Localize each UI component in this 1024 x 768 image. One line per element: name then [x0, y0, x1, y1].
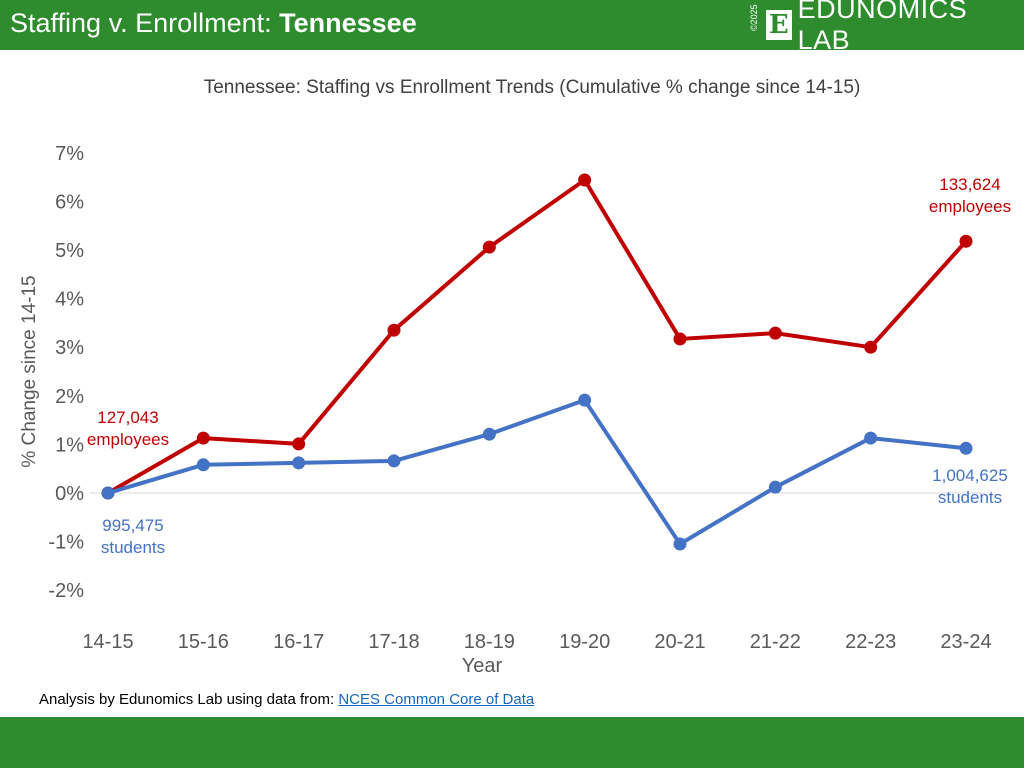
- x-tick-label: 20-21: [654, 631, 705, 653]
- y-tick-label: -1%: [48, 532, 84, 554]
- y-tick-label: 4%: [55, 289, 84, 311]
- logo-text: EDUNOMICS LAB: [797, 0, 968, 55]
- y-tick-label: 0%: [55, 483, 84, 505]
- title-prefix: Staffing v. Enrollment:: [10, 8, 280, 38]
- page-title: Staffing v. Enrollment: Tennessee: [10, 8, 417, 39]
- x-tick-label: 19-20: [559, 631, 610, 653]
- x-tick-label: 23-24: [940, 631, 991, 653]
- header-bar: Staffing v. Enrollment: Tennessee ©2025 …: [0, 0, 1024, 55]
- staff-end-label: 133,624: [939, 175, 1000, 194]
- title-state: Tennessee: [279, 8, 417, 38]
- staff-data-point: [959, 234, 973, 248]
- students-data-point: [673, 537, 687, 551]
- x-tick-label: 17-18: [368, 631, 419, 653]
- staff-data-point: [768, 326, 782, 340]
- x-tick-label: 16-17: [273, 631, 324, 653]
- students-data-point: [482, 427, 496, 441]
- staff-data-point: [482, 240, 496, 254]
- y-tick-label: 3%: [55, 337, 84, 359]
- staff-data-point: [864, 340, 878, 354]
- staff-start-label: 127,043: [97, 408, 158, 427]
- students-data-point: [864, 431, 878, 445]
- y-tick-label: 7%: [55, 143, 84, 165]
- students-data-point: [292, 456, 306, 470]
- staff-data-point: [387, 323, 401, 337]
- staff-data-point: [196, 431, 210, 445]
- staff-data-point: [292, 437, 306, 451]
- chart-title: Tennessee: Staffing vs Enrollment Trends…: [204, 77, 861, 98]
- logo-mark: E: [766, 10, 792, 40]
- staff-end-label: employees: [929, 197, 1011, 216]
- y-tick-label: 5%: [55, 240, 84, 262]
- logo-copyright: ©2025: [749, 4, 759, 31]
- x-tick-label: 18-19: [464, 631, 515, 653]
- students-data-point: [196, 458, 210, 472]
- students-end-label: 1,004,625: [932, 466, 1008, 485]
- students-data-point: [959, 441, 973, 455]
- students-data-point: [101, 486, 115, 500]
- edunomics-logo: ©2025 E EDUNOMICS LAB: [748, 0, 1024, 55]
- students-start-label: 995,475: [102, 516, 163, 535]
- y-tick-label: -2%: [48, 580, 84, 602]
- students-start-label: students: [101, 538, 165, 557]
- source-link[interactable]: NCES Common Core of Data: [338, 691, 535, 708]
- students-data-point: [768, 480, 782, 494]
- staff-data-point: [673, 332, 687, 346]
- x-tick-label: 21-22: [750, 631, 801, 653]
- students-end-label: students: [938, 488, 1002, 507]
- y-tick-label: 1%: [55, 434, 84, 456]
- y-tick-label: 2%: [55, 386, 84, 408]
- staff-series-line: [107, 178, 968, 495]
- source-note: Analysis by Edunomics Lab using data fro…: [39, 691, 534, 708]
- students-data-point: [578, 393, 592, 407]
- x-tick-label: 15-16: [178, 631, 229, 653]
- x-tick-label: 22-23: [845, 631, 896, 653]
- source-prefix: Analysis by Edunomics Lab using data fro…: [39, 691, 339, 708]
- x-tick-label: 14-15: [82, 631, 133, 653]
- y-axis-title: % Change since 14-15: [19, 275, 40, 467]
- students-data-point: [387, 454, 401, 468]
- staff-data-point: [578, 173, 592, 187]
- students-series-line: [107, 398, 967, 547]
- line-chart: Tennessee: Staffing vs Enrollment Trends…: [19, 77, 1011, 677]
- y-tick-label: 6%: [55, 191, 84, 213]
- staff-start-label: employees: [87, 430, 169, 449]
- footer-bar: [0, 717, 1024, 768]
- x-axis-title: Year: [462, 655, 503, 677]
